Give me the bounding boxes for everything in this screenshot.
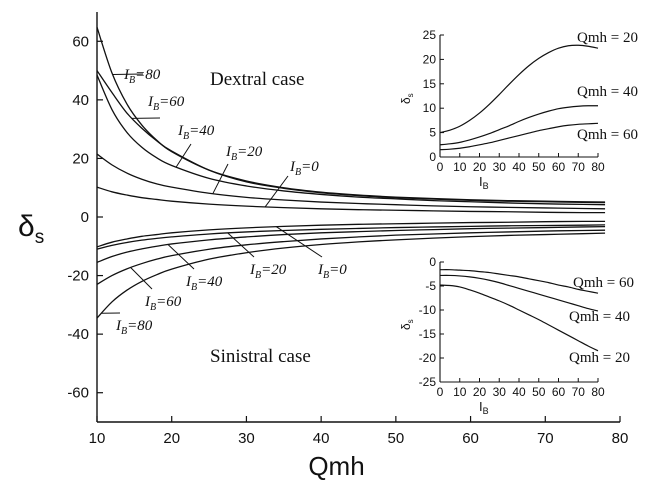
inset-dextral: 0 5 10 15 20 25 0 10 20 30 40 50 60 70 80 IB δs Qmh = 20 Q… — [399, 27, 638, 191]
inset-sinistral-x-tick-label: 70 — [572, 385, 586, 399]
inset-sinistral-series-label-2: Qmh = 40 — [569, 309, 630, 325]
inset-dextral-curve-3 — [439, 122, 599, 151]
inset-sinistral-curve-1 — [439, 269, 599, 294]
leader-dextral-ib-40 — [175, 143, 192, 168]
inset-dextral-x-tick-label: 10 — [453, 160, 467, 174]
curve-label-sinistral-ib-20: IB=20 — [249, 262, 287, 281]
inset-dextral-x-tick-label: 20 — [473, 160, 487, 174]
main-y-tick-label: 20 — [72, 150, 89, 167]
inset-sinistral: -25 -20 -15 -10 -5 0 0 10 20 30 40 50 60 70 80 IB δs Qmh … — [399, 254, 634, 416]
inset-sinistral-x-tick-label: 0 — [437, 385, 444, 399]
inset-dextral-x-tick-label: 80 — [591, 160, 605, 174]
inset-dextral-y-axis-title: δs — [399, 93, 415, 104]
inset-sinistral-series-label-3: Qmh = 20 — [569, 350, 630, 366]
inset-dextral-x-tick-label: 70 — [572, 160, 586, 174]
main-x-tick-label: 50 — [388, 430, 405, 447]
inset-sinistral-y-tick-label: -15 — [419, 327, 437, 341]
inset-dextral-y-tick-label: 0 — [429, 150, 436, 164]
inset-sinistral-y-tick-label: -5 — [425, 279, 436, 293]
curve-label-sinistral-ib-80: IB=80 — [115, 318, 153, 337]
main-x-tick-label: 60 — [462, 430, 479, 447]
inset-sinistral-x-tick-label: 20 — [473, 385, 487, 399]
inset-sinistral-x-tick-label: 80 — [591, 385, 605, 399]
inset-dextral-x-tick-label: 50 — [532, 160, 546, 174]
inset-dextral-series-label-3: Qmh = 60 — [577, 127, 638, 143]
sinistral-case-label: Sinistral case — [210, 346, 311, 367]
curve-label-dextral-ib-0: IB=0 — [289, 159, 319, 178]
main-x-tick-label: 20 — [163, 430, 180, 447]
main-curves — [96, 27, 606, 319]
curve-sinistral-ib-20 — [96, 224, 606, 250]
inset-sinistral-y-tick-label: -20 — [419, 351, 437, 365]
inset-dextral-x-tick-label: 40 — [512, 160, 526, 174]
curve-label-dextral-ib-60: IB=60 — [147, 94, 185, 113]
inset-dextral-curve-1 — [439, 44, 599, 134]
main-x-axis-title: Qmh — [308, 451, 364, 481]
main-y-tick-label: -20 — [67, 268, 89, 285]
inset-sinistral-x-tick-label: 60 — [552, 385, 566, 399]
main-curve-labels: IB=80IB=60IB=40IB=20IB=0IB=0IB=20IB=40IB… — [101, 67, 347, 337]
main-y-tick-label: -60 — [67, 385, 89, 402]
inset-dextral-curve-2 — [439, 105, 599, 146]
leader-sinistral-ib-40 — [167, 244, 195, 270]
main-x-tick-label: 30 — [238, 430, 255, 447]
leader-sinistral-ib-60 — [130, 267, 153, 290]
inset-dextral-x-axis-title: IB — [479, 174, 489, 191]
curve-label-sinistral-ib-60: IB=60 — [144, 294, 182, 313]
curve-dextral-ib-60 — [96, 70, 606, 204]
inset-sinistral-x-axis-title: IB — [479, 399, 489, 416]
leader-dextral-ib-0 — [264, 175, 289, 208]
curve-sinistral-ib-40 — [96, 226, 606, 263]
curve-label-dextral-ib-80: IB=80 — [123, 67, 161, 86]
inset-dextral-y-tick-label: 25 — [423, 28, 437, 42]
inset-dextral-x-tick-label: 30 — [493, 160, 507, 174]
inset-dextral-y-tick-label: 5 — [429, 126, 436, 140]
main-x-tick-label: 10 — [89, 430, 106, 447]
main-y-tick-label: 40 — [72, 92, 89, 109]
inset-sinistral-x-tick-label: 50 — [532, 385, 546, 399]
inset-dextral-y-tick-label: 15 — [423, 77, 437, 91]
curve-label-sinistral-ib-0: IB=0 — [317, 262, 347, 281]
leader-dextral-ib-20 — [212, 163, 229, 194]
main-y-tick-label: -40 — [67, 326, 89, 343]
inset-dextral-y-tick-label: 10 — [423, 101, 437, 115]
inset-sinistral-x-tick-label: 10 — [453, 385, 467, 399]
leader-sinistral-ib-20 — [227, 232, 255, 258]
inset-sinistral-series-label-1: Qmh = 60 — [573, 275, 634, 291]
inset-sinistral-curve-3 — [439, 284, 599, 352]
inset-sinistral-y-tick-label: -10 — [419, 303, 437, 317]
main-y-axis-title: δs — [18, 210, 44, 248]
curve-sinistral-ib-80 — [96, 232, 606, 319]
curve-sinistral-ib-0 — [96, 220, 606, 248]
curve-label-dextral-ib-40: IB=40 — [177, 123, 215, 142]
inset-sinistral-y-tick-label: 0 — [429, 255, 436, 269]
main-x-tick-label: 80 — [612, 430, 629, 447]
main-y-tick-label: 0 — [81, 209, 89, 226]
curve-label-sinistral-ib-40: IB=40 — [185, 274, 223, 293]
main-x-tick-label: 70 — [537, 430, 554, 447]
inset-dextral-x-tick-label: 60 — [552, 160, 566, 174]
dextral-case-label: Dextral case — [210, 69, 304, 90]
inset-sinistral-x-tick-label: 40 — [512, 385, 526, 399]
inset-sinistral-curve-2 — [439, 274, 599, 312]
curve-dextral-ib-20 — [96, 153, 606, 210]
inset-sinistral-x-tick-label: 30 — [493, 385, 507, 399]
inset-sinistral-y-tick-label: -25 — [419, 375, 437, 389]
inset-dextral-y-tick-label: 20 — [423, 52, 437, 66]
curve-sinistral-ib-60 — [96, 229, 606, 285]
curve-dextral-ib-40 — [96, 74, 606, 206]
curve-label-dextral-ib-20: IB=20 — [225, 144, 263, 163]
inset-dextral-series-label-1: Qmh = 20 — [577, 30, 638, 46]
main-x-tick-label: 40 — [313, 430, 330, 447]
curve-dextral-ib-0 — [96, 186, 606, 214]
main-y-tick-label: 60 — [72, 33, 89, 50]
inset-sinistral-y-axis-title: δs — [399, 319, 415, 330]
leader-sinistral-ib-0 — [276, 226, 323, 258]
inset-dextral-x-tick-label: 0 — [437, 160, 444, 174]
inset-dextral-series-label-2: Qmh = 40 — [577, 84, 638, 100]
